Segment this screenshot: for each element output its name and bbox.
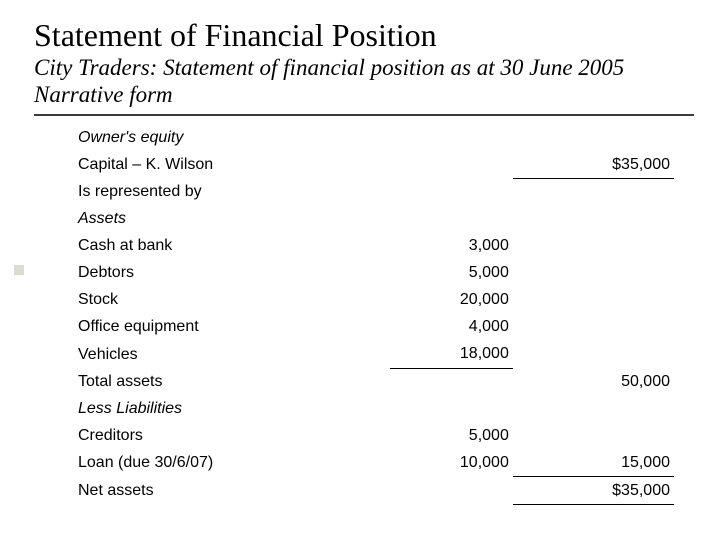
row-label: Creditors (74, 422, 390, 449)
statement-body: Owner's equityCapital – K. Wilson $35,000… (34, 124, 694, 505)
table-row: Cash at bank3,000 (74, 233, 674, 260)
row-right-value (513, 260, 674, 287)
table-row: Assets (74, 206, 674, 233)
row-mid-value (390, 124, 513, 151)
table-row: Creditors5,000 (74, 422, 674, 449)
row-label: Less Liabilities (74, 395, 390, 422)
row-mid-value: 4,000 (390, 314, 513, 341)
slide-subtitle: City Traders: Statement of financial pos… (34, 55, 694, 108)
table-row: Is represented by (74, 179, 674, 206)
row-label: Total assets (74, 368, 390, 395)
table-row: Less Liabilities (74, 395, 674, 422)
row-right-value (513, 233, 674, 260)
row-label: Capital – K. Wilson (74, 151, 390, 179)
row-mid-value (390, 477, 513, 505)
row-right-value: 15,000 (513, 449, 674, 477)
row-right-value (513, 341, 674, 369)
slide: Statement of Financial Position City Tra… (0, 0, 728, 546)
row-label: Owner's equity (74, 124, 390, 151)
row-mid-value (390, 206, 513, 233)
row-label: Office equipment (74, 314, 390, 341)
row-right-value (513, 179, 674, 206)
table-row: Net assets $35,000 (74, 477, 674, 505)
row-right-value (513, 395, 674, 422)
row-mid-value (390, 179, 513, 206)
row-mid-value: 18,000 (390, 341, 513, 369)
side-bullet (14, 265, 24, 275)
row-right-value (513, 124, 674, 151)
row-label: Net assets (74, 477, 390, 505)
row-mid-value (390, 395, 513, 422)
row-right-value (513, 206, 674, 233)
slide-title: Statement of Financial Position (34, 18, 694, 53)
row-mid-value (390, 368, 513, 395)
row-right-value (513, 422, 674, 449)
row-label: Vehicles (74, 341, 390, 369)
table-row: Owner's equity (74, 124, 674, 151)
row-mid-value: 3,000 (390, 233, 513, 260)
row-label: Loan (due 30/6/07) (74, 449, 390, 477)
row-right-value (513, 314, 674, 341)
row-mid-value: 20,000 (390, 287, 513, 314)
row-label: Is represented by (74, 179, 390, 206)
table-row: Total assets 50,000 (74, 368, 674, 395)
table-row: Office equipment4,000 (74, 314, 674, 341)
table-row: Vehicles18,000 (74, 341, 674, 369)
row-mid-value: 5,000 (390, 260, 513, 287)
row-label: Cash at bank (74, 233, 390, 260)
row-right-value: $35,000 (513, 477, 674, 505)
table-row: Loan (due 30/6/07)10,00015,000 (74, 449, 674, 477)
table-row: Capital – K. Wilson $35,000 (74, 151, 674, 179)
table-row: Stock20,000 (74, 287, 674, 314)
row-right-value: $35,000 (513, 151, 674, 179)
row-mid-value: 5,000 (390, 422, 513, 449)
row-mid-value: 10,000 (390, 449, 513, 477)
row-label: Assets (74, 206, 390, 233)
title-rule (34, 114, 694, 116)
table-row: Debtors5,000 (74, 260, 674, 287)
row-label: Debtors (74, 260, 390, 287)
statement-table: Owner's equityCapital – K. Wilson $35,000… (74, 124, 674, 505)
row-mid-value (390, 151, 513, 179)
row-right-value: 50,000 (513, 368, 674, 395)
row-right-value (513, 287, 674, 314)
row-label: Stock (74, 287, 390, 314)
